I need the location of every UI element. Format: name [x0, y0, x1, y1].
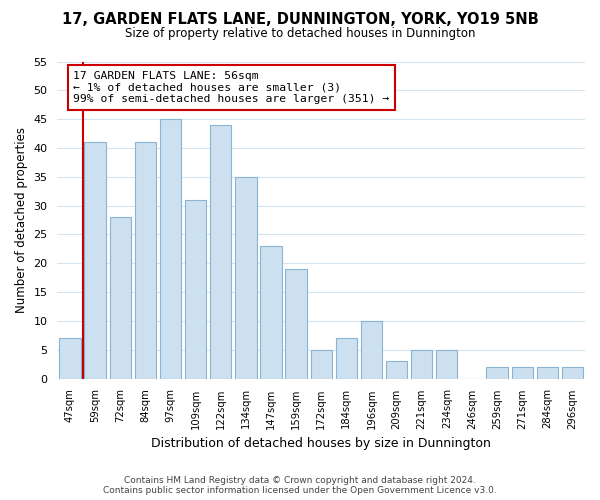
Bar: [335, 338, 357, 378]
Text: 17 GARDEN FLATS LANE: 56sqm
← 1% of detached houses are smaller (3)
99% of semi-: 17 GARDEN FLATS LANE: 56sqm ← 1% of deta…: [73, 71, 389, 104]
Bar: [160, 119, 181, 378]
Text: Contains HM Land Registry data © Crown copyright and database right 2024.
Contai: Contains HM Land Registry data © Crown c…: [103, 476, 497, 495]
Bar: [110, 217, 131, 378]
Bar: [85, 142, 106, 378]
Text: Size of property relative to detached houses in Dunnington: Size of property relative to detached ho…: [125, 28, 475, 40]
Bar: [386, 362, 407, 378]
Bar: [411, 350, 433, 378]
Bar: [59, 338, 80, 378]
Bar: [260, 246, 281, 378]
Text: 17, GARDEN FLATS LANE, DUNNINGTON, YORK, YO19 5NB: 17, GARDEN FLATS LANE, DUNNINGTON, YORK,…: [62, 12, 538, 28]
Bar: [562, 367, 583, 378]
Bar: [235, 177, 257, 378]
X-axis label: Distribution of detached houses by size in Dunnington: Distribution of detached houses by size …: [151, 437, 491, 450]
Bar: [210, 125, 232, 378]
Bar: [286, 269, 307, 378]
Bar: [487, 367, 508, 378]
Bar: [185, 200, 206, 378]
Bar: [436, 350, 457, 378]
Bar: [134, 142, 156, 378]
Y-axis label: Number of detached properties: Number of detached properties: [15, 127, 28, 313]
Bar: [311, 350, 332, 378]
Bar: [361, 321, 382, 378]
Bar: [536, 367, 558, 378]
Bar: [512, 367, 533, 378]
